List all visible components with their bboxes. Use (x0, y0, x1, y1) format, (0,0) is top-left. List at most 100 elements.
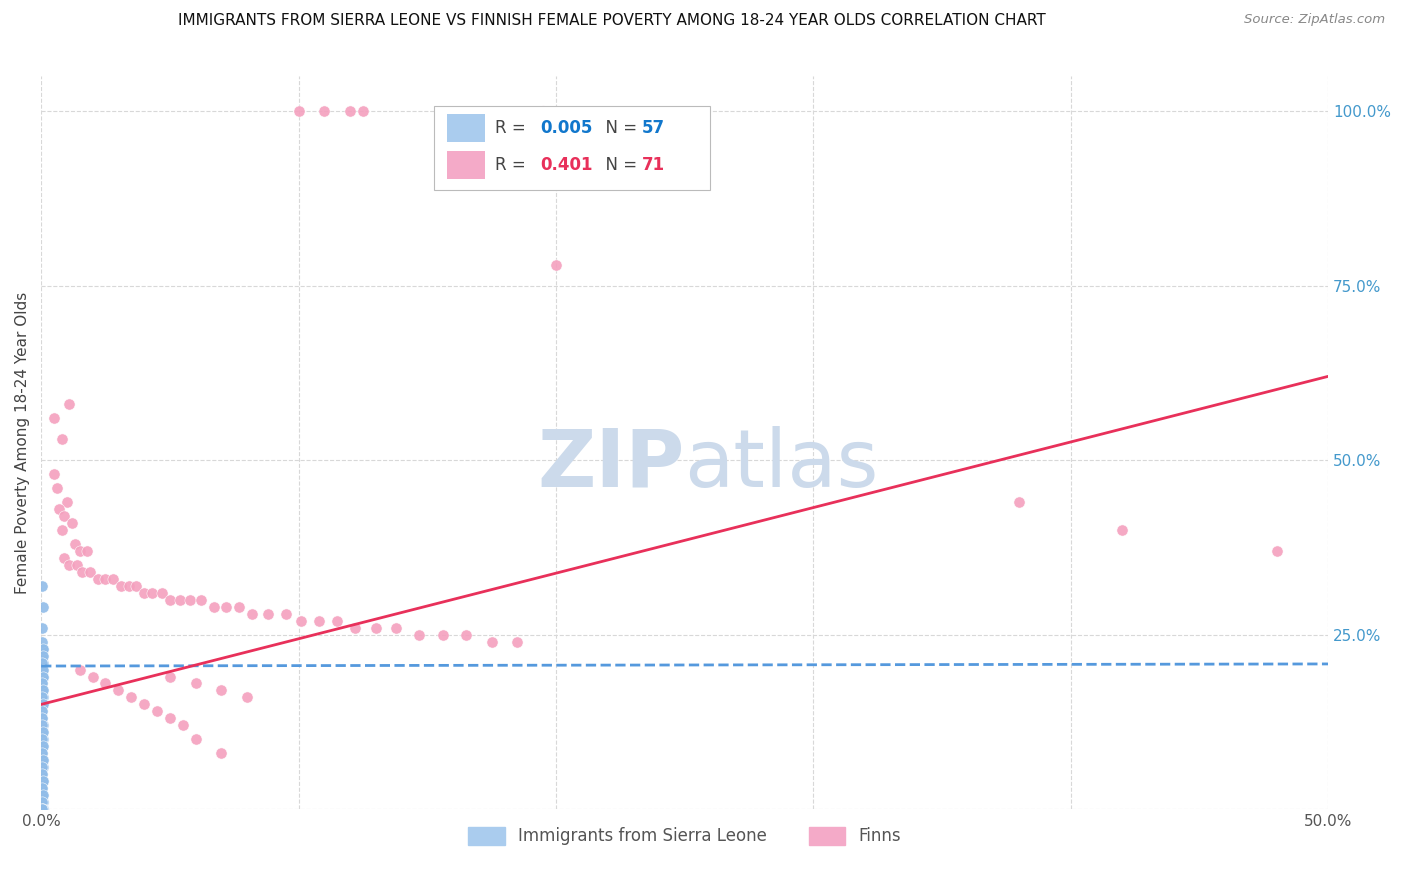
Point (31, 711, 53, 725)
Point (32, 802, 55, 816)
Point (287, 104, 309, 119)
Point (240, 607, 263, 621)
Point (32, 774, 55, 789)
Point (179, 592, 201, 607)
Point (326, 614, 349, 628)
Point (146, 705, 169, 719)
Point (364, 621, 387, 635)
Point (31, 711, 53, 725)
Point (31, 746, 53, 760)
Legend: Immigrants from Sierra Leone, Finns: Immigrants from Sierra Leone, Finns (460, 818, 910, 854)
Text: R =: R = (495, 156, 531, 174)
Text: atlas: atlas (685, 425, 879, 504)
Point (32, 753, 55, 767)
Point (159, 669, 181, 683)
Point (531, 104, 554, 119)
Point (159, 592, 181, 607)
Point (58, 397, 80, 411)
Point (79, 565, 101, 579)
Text: Source: ZipAtlas.com: Source: ZipAtlas.com (1244, 13, 1385, 27)
Point (1265, 544, 1288, 558)
Point (31, 705, 53, 719)
Point (31, 718, 53, 732)
Point (110, 579, 132, 593)
Point (32, 725, 55, 739)
Point (31, 788, 53, 802)
Point (53, 550, 76, 565)
Point (31, 802, 53, 816)
Point (51, 432, 73, 446)
Y-axis label: Female Poverty Among 18-24 Year Olds: Female Poverty Among 18-24 Year Olds (15, 292, 30, 594)
Point (31, 698, 53, 712)
FancyBboxPatch shape (447, 151, 485, 178)
Point (141, 586, 163, 600)
Point (408, 627, 430, 641)
Point (32, 753, 55, 767)
Point (228, 599, 250, 614)
FancyBboxPatch shape (447, 114, 485, 142)
Point (481, 634, 503, 648)
Point (1008, 495, 1031, 509)
Point (31, 669, 53, 683)
Point (31, 676, 53, 690)
Point (58, 558, 80, 572)
Point (31, 663, 53, 677)
Point (31, 676, 53, 690)
Point (31, 802, 53, 816)
Point (308, 614, 330, 628)
Point (125, 579, 148, 593)
Point (32, 795, 55, 809)
Point (454, 627, 477, 641)
Point (132, 698, 155, 712)
Point (31, 739, 53, 754)
Point (31, 579, 53, 593)
Point (32, 683, 55, 698)
Point (94, 572, 117, 586)
Point (31, 648, 53, 663)
Point (69, 544, 91, 558)
Point (31, 788, 53, 802)
Point (32, 698, 55, 712)
Point (184, 676, 207, 690)
Point (215, 599, 238, 614)
Point (32, 663, 55, 677)
Point (31, 795, 53, 809)
Point (159, 711, 181, 725)
Point (31, 732, 53, 747)
Point (290, 614, 312, 628)
Point (150, 586, 173, 600)
Point (31, 690, 53, 705)
Text: 57: 57 (643, 120, 665, 137)
Point (63, 537, 86, 551)
Point (31, 767, 53, 781)
Point (32, 641, 55, 656)
Text: ZIP: ZIP (537, 425, 685, 504)
Point (31, 781, 53, 796)
Point (32, 648, 55, 663)
Point (202, 599, 225, 614)
Point (48, 502, 70, 516)
Point (256, 607, 278, 621)
Point (31, 802, 53, 816)
Point (107, 683, 129, 698)
Point (169, 592, 191, 607)
Point (31, 753, 53, 767)
Point (53, 508, 76, 523)
Point (66, 558, 89, 572)
Point (209, 746, 232, 760)
Point (56, 495, 79, 509)
Point (51, 523, 73, 537)
Text: N =: N = (595, 156, 643, 174)
Point (385, 621, 408, 635)
Point (506, 634, 529, 648)
Point (31, 683, 53, 698)
Point (45, 481, 67, 495)
Text: N =: N = (595, 120, 643, 137)
Point (87, 572, 110, 586)
Point (42, 411, 65, 425)
Text: 71: 71 (643, 156, 665, 174)
Point (184, 732, 207, 747)
Point (132, 586, 155, 600)
Point (60, 516, 83, 530)
Point (32, 599, 55, 614)
